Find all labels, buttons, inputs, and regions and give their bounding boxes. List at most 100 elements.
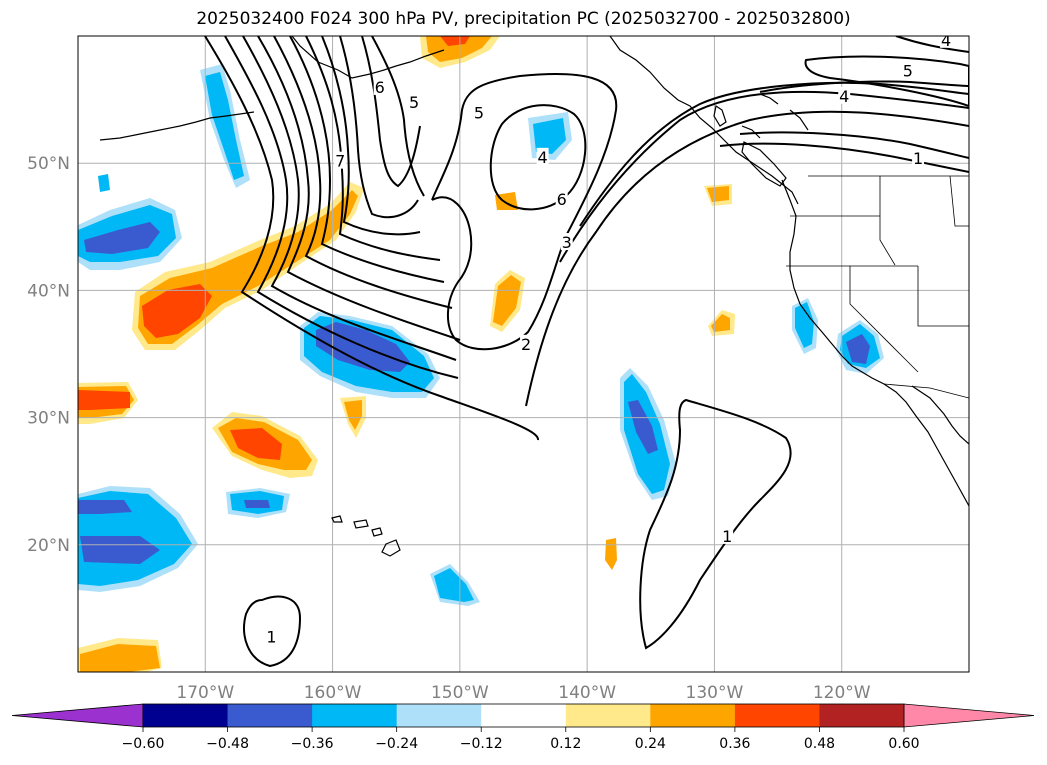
pv-contour — [242, 36, 457, 361]
contour-label: 5 — [409, 93, 419, 112]
contour-label: 1 — [722, 527, 732, 546]
contour-label-background — [408, 93, 421, 111]
contour-label-background — [536, 147, 549, 165]
coastline-baja-gulf — [911, 385, 969, 445]
precip-patch-positive — [493, 275, 521, 326]
precip-patch-negative — [98, 174, 110, 192]
colorbar-tick-label: 0.36 — [719, 736, 750, 752]
precip-patch-negative — [846, 334, 870, 364]
colorbar-bin — [565, 704, 651, 727]
precip-patch-negative — [78, 500, 132, 514]
colorbar-under-extension — [11, 703, 144, 728]
contour-label-background — [838, 86, 851, 104]
precip-patch-positive — [78, 390, 130, 410]
latitude-tick-label: 30°N — [27, 409, 70, 429]
colorbar: −0.60 −0.48 −0.36 −0.24 −0.12 0.12 0.24 0.36 0.4… — [11, 703, 1035, 752]
pv-contour — [639, 398, 792, 650]
longitude-tick-labels: 170°W 160°W 150°W 140°W 130°W 120°W — [176, 683, 870, 703]
latitude-tick-label: 40°N — [27, 281, 70, 301]
map-panel: 6 5 7 5 4 6 3 2 5 4 1 4 1 1 — [78, 31, 969, 672]
colorbar-bin — [227, 704, 313, 727]
contour-label-background — [334, 151, 347, 169]
contour-label: 4 — [941, 31, 951, 50]
precip-patch-positive — [230, 428, 282, 460]
coastline-haida-gwaii — [713, 105, 727, 127]
latitude-tick-labels: 50°N 40°N 30°N 20°N — [27, 154, 70, 556]
colorbar-tick-label: 0.60 — [888, 736, 919, 752]
precip-patch-positive — [80, 644, 160, 672]
coastline-aleutian-islands — [99, 111, 255, 141]
border-california-nevada — [849, 266, 919, 373]
precip-patch-negative — [244, 500, 270, 508]
coastline-hawaii-islands — [331, 515, 401, 557]
contour-label: 4 — [537, 148, 547, 167]
contour-label-background — [560, 233, 573, 251]
colorbar-tick-label: −0.12 — [460, 736, 503, 752]
colorbar-tick-label: 0.24 — [635, 736, 666, 752]
contour-label-background — [265, 627, 278, 645]
pv-contour — [361, 36, 421, 188]
longitude-tick-label: 120°W — [813, 683, 871, 703]
precip-patch-negative — [80, 536, 160, 564]
coastline-us-west — [781, 179, 969, 507]
border-montana-idaho — [949, 175, 969, 227]
colorbar-tick-label: 0.48 — [804, 736, 835, 752]
colorbar-bin — [143, 704, 229, 727]
contour-label-background — [373, 77, 386, 95]
contour-label-background — [940, 36, 953, 48]
gridlines — [78, 36, 969, 672]
latitude-tick-label: 50°N — [27, 154, 70, 174]
coastline-alaska-south — [291, 36, 445, 79]
longitude-tick-label: 130°W — [686, 683, 744, 703]
contour-labels: 6 5 7 5 4 6 3 2 5 4 1 4 1 1 — [265, 31, 953, 646]
colorbar-tick-label: −0.24 — [375, 736, 418, 752]
contour-label-background — [901, 61, 914, 79]
precip-patch-negative — [84, 222, 160, 254]
contour-label: 1 — [266, 627, 276, 646]
coastlines — [99, 36, 969, 557]
pv-contour — [895, 36, 969, 53]
pv-contour — [204, 36, 539, 441]
pv-contour — [759, 80, 969, 93]
pv-contour — [243, 595, 302, 668]
contour-label-background — [721, 526, 734, 544]
colorbar-bin — [734, 704, 820, 727]
colorbar-outline — [142, 703, 905, 728]
longitude-tick-label: 150°W — [431, 683, 489, 703]
border-idaho-west — [879, 176, 896, 266]
pv-contour — [525, 110, 969, 407]
longitude-tick-label: 170°W — [176, 683, 234, 703]
precip-patch-negative — [628, 400, 658, 454]
pv-contour — [579, 81, 969, 227]
colorbar-bin — [396, 704, 482, 727]
pv-contour — [289, 36, 445, 283]
longitude-tick-label: 140°W — [558, 683, 616, 703]
contour-label-background — [555, 189, 568, 207]
pv-contour — [431, 73, 618, 351]
colorbar-bin — [819, 704, 905, 727]
pv-contour — [371, 36, 425, 197]
precip-patch-positive — [344, 400, 362, 430]
pv-contour — [739, 131, 969, 159]
coastline-alaska-panhandle — [609, 36, 799, 205]
contour-label: 4 — [839, 87, 849, 106]
contour-label-background — [520, 334, 533, 352]
precip-patch-positive — [605, 538, 617, 570]
colorbar-bin — [650, 704, 736, 727]
precip-patch-positive — [426, 36, 492, 62]
contour-label: 5 — [903, 61, 913, 80]
colorbar-tick-label: −0.60 — [122, 736, 165, 752]
contour-label: 6 — [557, 190, 567, 209]
contour-label: 5 — [474, 103, 484, 122]
map-frame — [77, 35, 970, 673]
pv-contour — [257, 36, 461, 341]
pv-contour — [719, 142, 969, 173]
pv-contour — [224, 36, 459, 379]
pv-contour — [321, 36, 421, 236]
colorbar-tick-label: −0.48 — [206, 736, 249, 752]
figure-title: 2025032400 F024 300 hPa PV, precipitatio… — [196, 9, 851, 29]
border-nevada-east — [917, 266, 969, 327]
precip-patch-negative — [205, 72, 244, 180]
colorbar-tick-label: −0.36 — [291, 736, 334, 752]
